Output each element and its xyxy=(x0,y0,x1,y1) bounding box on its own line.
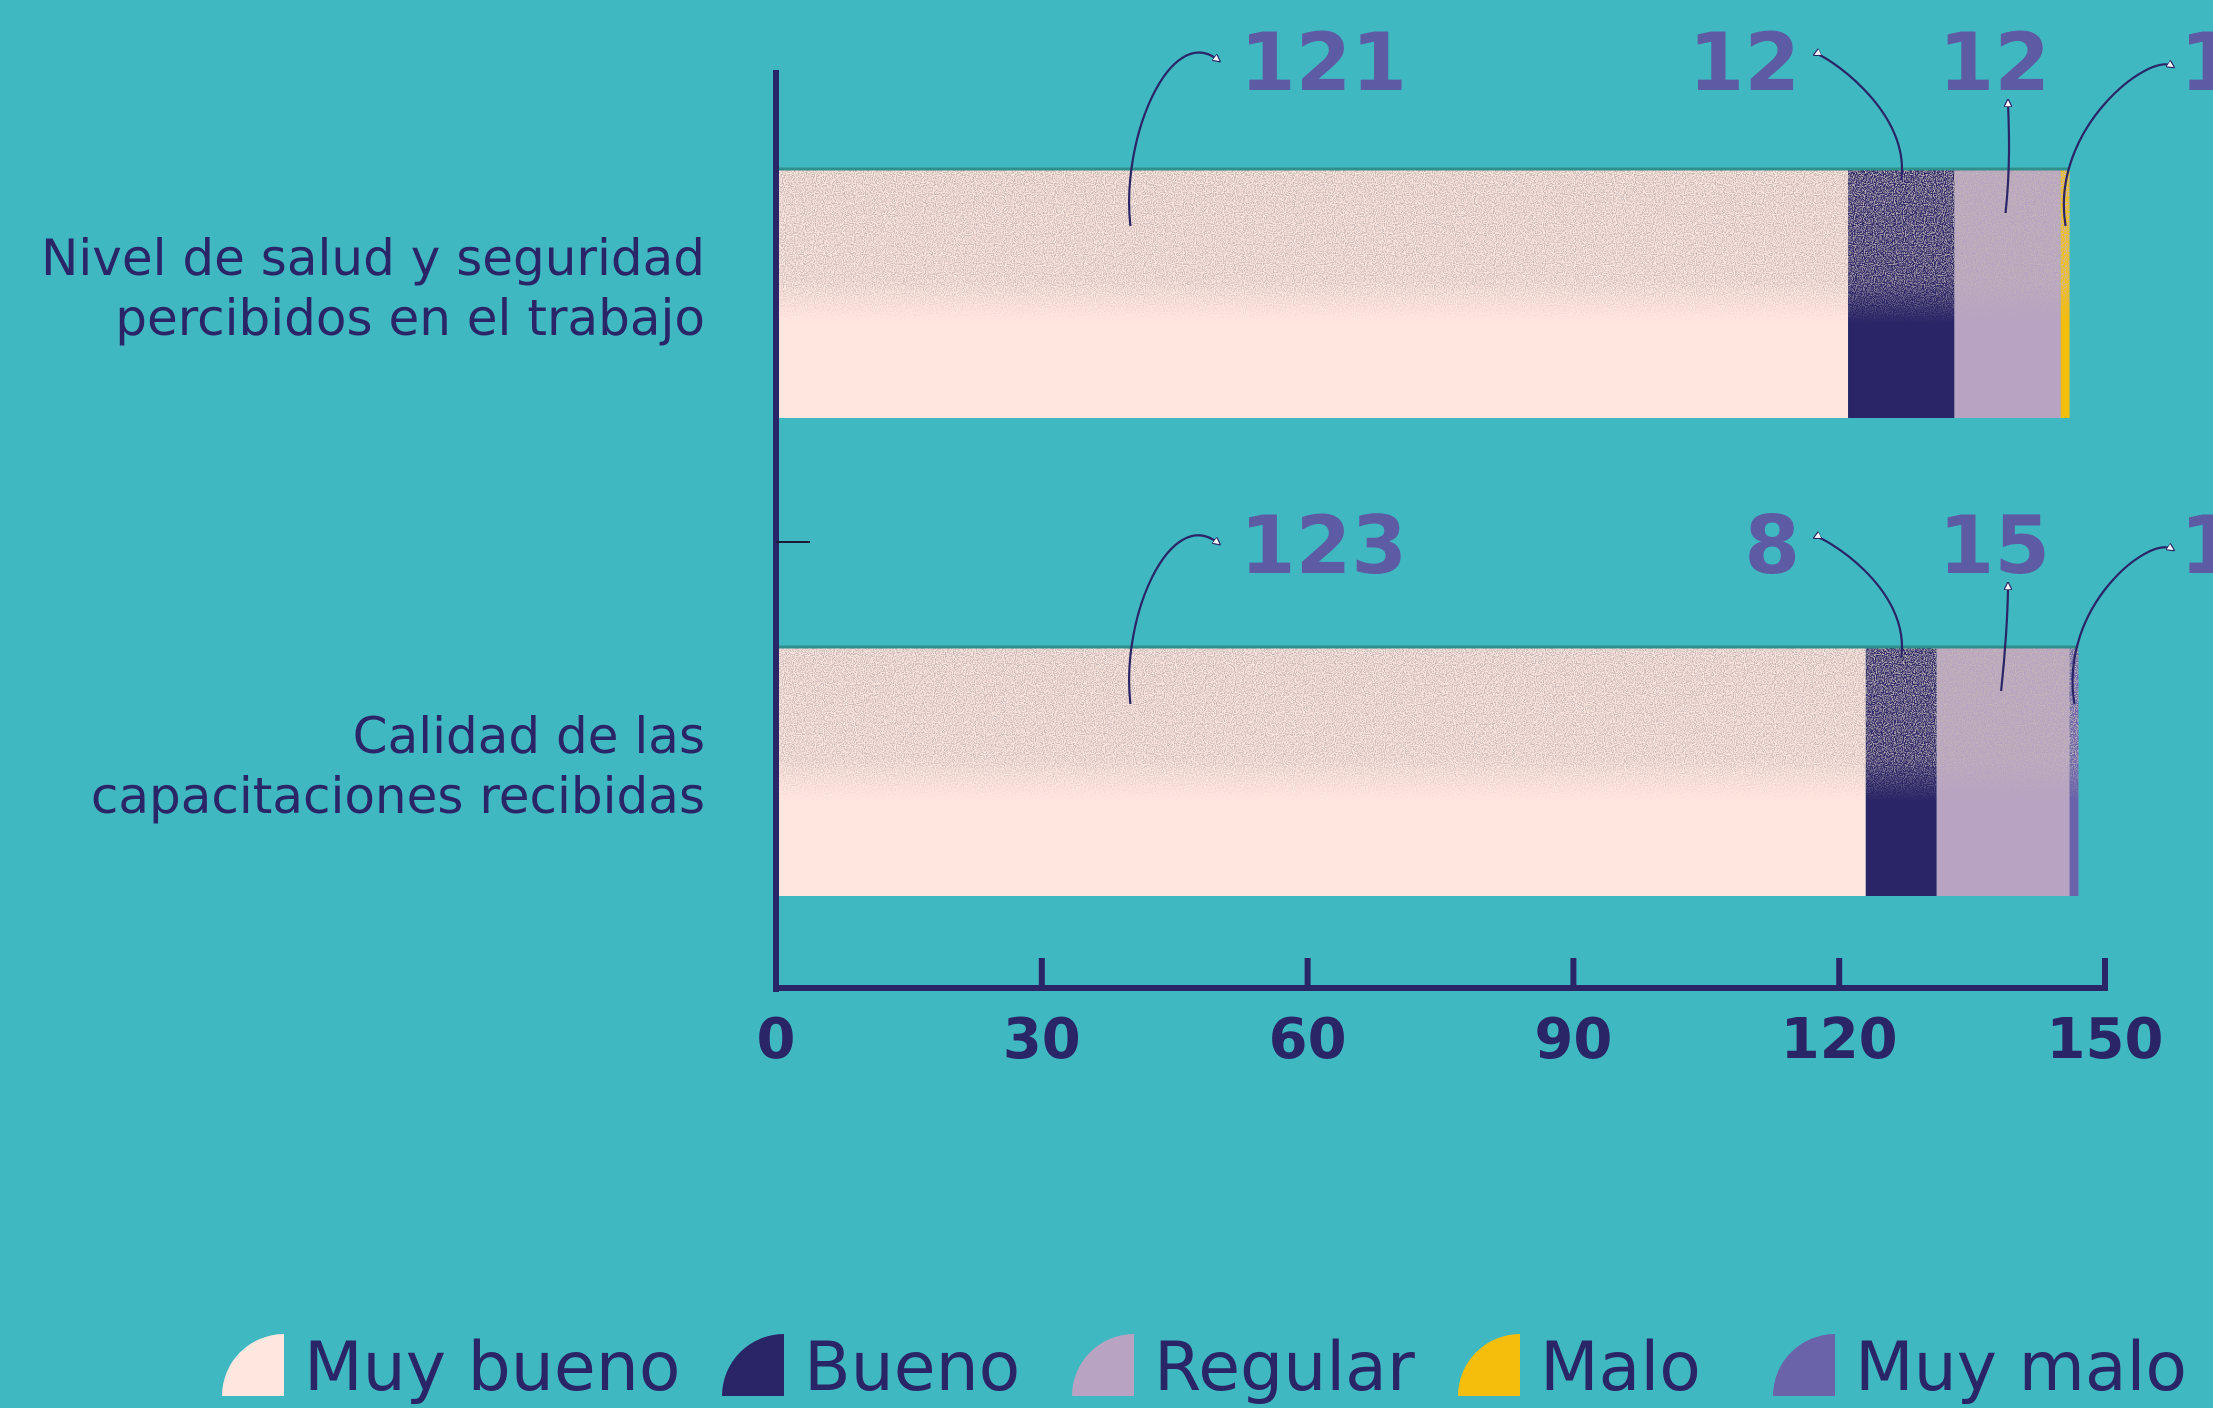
data-label-2-3: 15 xyxy=(1939,499,2050,592)
grain-texture xyxy=(776,167,2079,896)
x-tick-label-120: 120 xyxy=(1781,1007,1898,1072)
category-label-line: Nivel de salud y seguridad xyxy=(41,229,705,287)
x-tick-label-60: 60 xyxy=(1269,1007,1347,1072)
x-tick-label-30: 30 xyxy=(1003,1007,1081,1072)
axes: 0 30 60 90 120 150 Nivel de salud y seguridad p… xyxy=(41,70,2163,1072)
data-label-2-1: 123 xyxy=(1240,499,1407,592)
x-tick-label-150: 150 xyxy=(2047,1007,2164,1072)
data-arrow-1-1 xyxy=(1128,51,1218,227)
data-label-1-2: 12 xyxy=(1689,16,1800,109)
data-arrow-2-4 xyxy=(2071,547,2172,705)
legend-swatch-bueno xyxy=(722,1334,784,1396)
bar-grain-1 xyxy=(776,168,2070,418)
data-label-1-1: 121 xyxy=(1240,16,1407,109)
data-label-1-3: 12 xyxy=(1939,16,2050,109)
legend-swatch-muy-bueno xyxy=(222,1334,284,1396)
category-label-line: percibidos en el trabajo xyxy=(115,289,705,347)
legend-label-bueno: Bueno xyxy=(804,1328,1020,1407)
data-arrow-2-1 xyxy=(1128,534,1218,705)
legend-swatch-regular xyxy=(1072,1334,1134,1396)
data-arrow-2-2 xyxy=(1816,537,1903,659)
data-label-2-4: 1 xyxy=(2180,499,2213,592)
data-label-2-2: 8 xyxy=(1744,499,1800,592)
category-label-line: capacitaciones recibidas xyxy=(91,767,705,825)
legend-label-malo: Malo xyxy=(1540,1328,1701,1407)
bar-grain-2 xyxy=(776,646,2079,896)
category-label-2: Calidad de las capacitaciones recibidas xyxy=(91,707,705,825)
data-arrow-1-4 xyxy=(2062,64,2172,227)
data-arrow-1-3 xyxy=(2006,102,2009,214)
data-label-1-4: 1 xyxy=(2180,16,2213,109)
data-arrow-1-2 xyxy=(1816,54,1903,181)
legend-swatch-malo xyxy=(1458,1334,1520,1396)
legend-label-muy-malo: Muy malo xyxy=(1855,1328,2187,1407)
legend-label-regular: Regular xyxy=(1154,1328,1415,1407)
legend-swatch-muy-malo xyxy=(1773,1334,1835,1396)
category-label-1: Nivel de salud y seguridad percibidos en … xyxy=(41,229,705,347)
x-tick-label-90: 90 xyxy=(1534,1007,1612,1072)
legend: Muy bueno Bueno Regular Malo Muy malo xyxy=(222,1328,2187,1407)
category-label-line: Calidad de las xyxy=(353,707,705,765)
x-tick-label-0: 0 xyxy=(757,1007,796,1072)
legend-label-muy-bueno: Muy bueno xyxy=(304,1328,680,1407)
data-arrow-2-3 xyxy=(2000,585,2008,692)
